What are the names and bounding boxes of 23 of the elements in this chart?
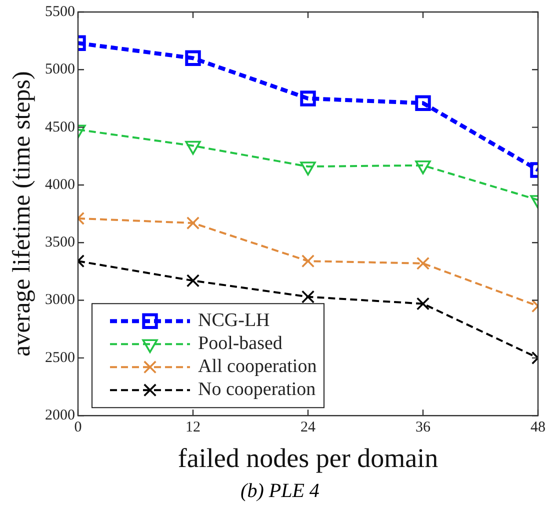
- x-tick-label: 48: [530, 420, 546, 436]
- point: [300, 90, 316, 106]
- y-tick-label: 5500: [45, 4, 75, 20]
- y-tick-label: 3000: [45, 292, 75, 308]
- y-tick-label: 5000: [45, 62, 75, 78]
- y-axis-title: average lifetime (time steps): [8, 71, 36, 356]
- y-tick-label: 4500: [45, 119, 75, 136]
- legend-label: NCG-LH: [198, 310, 270, 332]
- x-tick-label: 0: [74, 420, 82, 436]
- y-tick-label: 2500: [45, 350, 75, 366]
- legend-label: No cooperation: [198, 379, 316, 400]
- y-tick-label: 3500: [45, 234, 75, 251]
- x-tick-label: 36: [416, 420, 431, 436]
- text: (b) PLE 4: [240, 480, 320, 503]
- x-axis-title: failed nodes per domain: [178, 442, 439, 473]
- legend-label: All cooperation: [198, 356, 318, 378]
- y-tick-label: 4000: [45, 176, 75, 193]
- legend-label: Pool-based: [198, 333, 283, 354]
- x-tick-label: 12: [186, 420, 200, 436]
- x-tick-label: 24: [300, 420, 316, 436]
- y-tick-label: 2000: [45, 408, 75, 424]
- point: [301, 254, 315, 268]
- point: [301, 290, 315, 304]
